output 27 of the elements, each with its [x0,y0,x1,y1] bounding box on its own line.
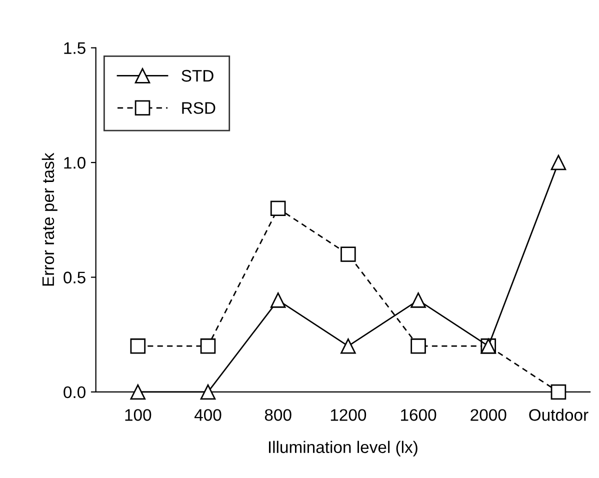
x-axis-title: Illumination level (lx) [268,440,418,456]
point [270,292,286,308]
legend-label: STD [182,70,214,82]
point [130,338,146,354]
point [130,384,146,400]
x-tick-label: 100 [125,409,152,421]
x-tick-label: 2000 [470,409,506,421]
point [410,338,426,354]
x-tick-label: 1200 [330,409,366,421]
point [270,200,286,216]
point [340,246,356,262]
x-tick-label: 400 [194,409,222,421]
y-axis-title: Error rate per task [42,152,58,286]
point [410,292,426,308]
point [550,154,566,170]
point [200,384,216,400]
point [200,338,216,354]
legend-label: RSD [182,102,216,114]
point [550,384,566,400]
x-tick-label: 800 [264,409,292,421]
x-tick-label: Outdoor [529,408,588,421]
y-tick-label: 0.0 [64,386,86,398]
y-tick-label: 0.5 [64,272,86,284]
y-tick-label: 1.0 [64,156,86,169]
y-tick-label: 1.5 [64,42,86,54]
x-tick-label: 1600 [401,409,436,421]
point [340,338,356,354]
